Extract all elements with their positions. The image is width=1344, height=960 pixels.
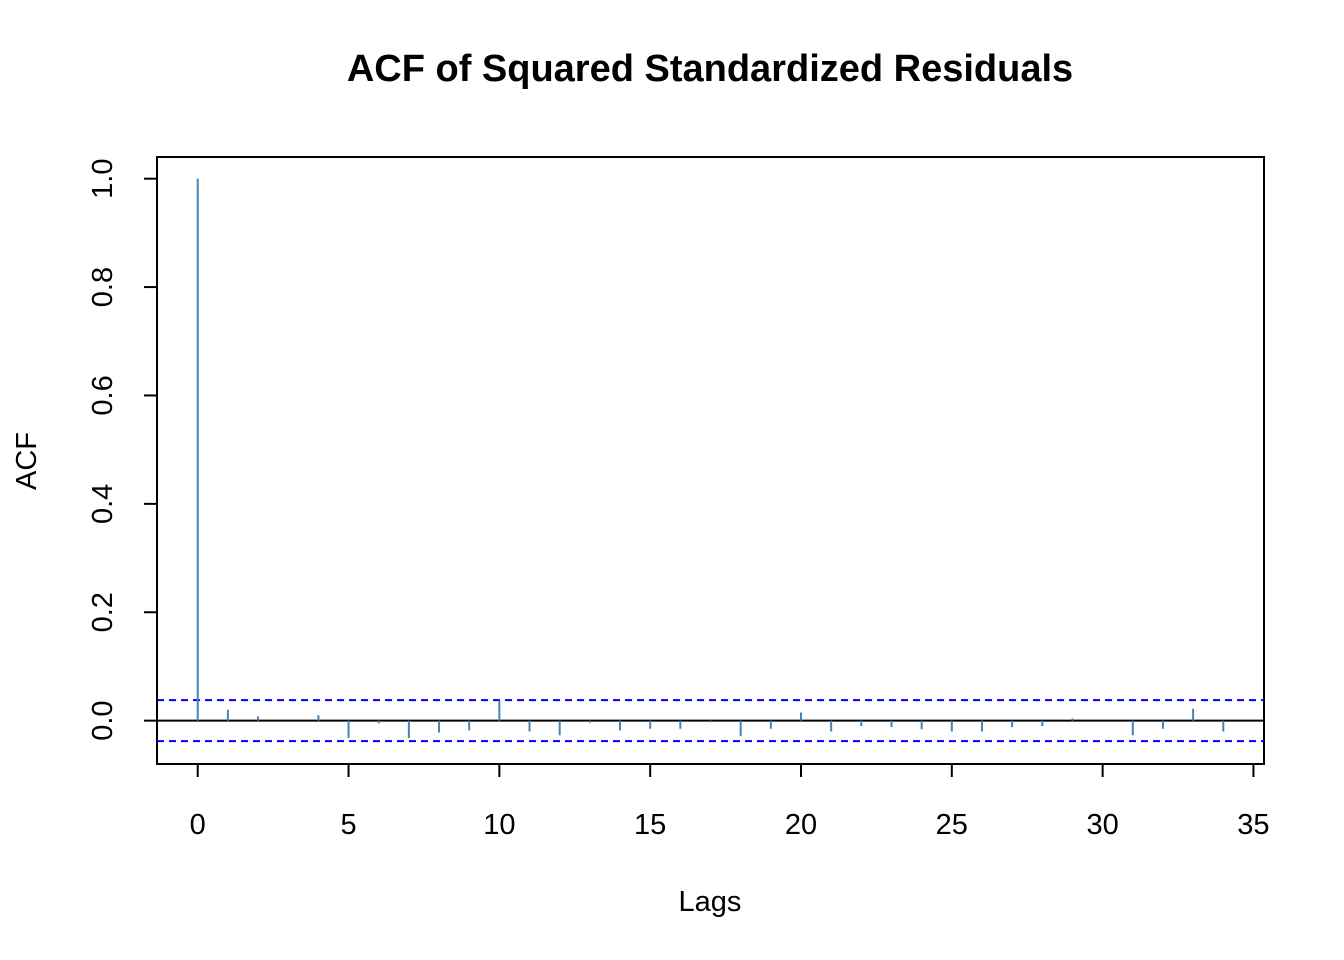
- chart-title: ACF of Squared Standardized Residuals: [347, 48, 1073, 90]
- x-tick-label: 15: [634, 809, 666, 841]
- y-tick-label: 1.0: [87, 159, 119, 199]
- x-tick-label: 30: [1086, 809, 1118, 841]
- y-tick-label: 0.8: [87, 267, 119, 307]
- x-tick-label: 25: [936, 809, 968, 841]
- x-tick-label: 0: [190, 809, 206, 841]
- x-tick-label: 20: [785, 809, 817, 841]
- y-tick-label: 0.6: [87, 375, 119, 415]
- plot-border: [156, 156, 1265, 765]
- x-axis-label: Lags: [679, 886, 742, 918]
- x-axis: 0 5 10 15 20 25 30 35: [190, 763, 1270, 841]
- y-tick-label: 0.2: [87, 592, 119, 632]
- x-tick-label: 35: [1237, 809, 1269, 841]
- x-tick-label: 10: [483, 809, 515, 841]
- y-axis-label: ACF: [11, 432, 43, 490]
- y-tick-label: 0.0: [87, 700, 119, 740]
- x-tick-label: 5: [340, 809, 356, 841]
- y-tick-label: 0.4: [87, 484, 119, 524]
- plot-area: [157, 178, 1264, 743]
- y-axis: 0.0 0.2 0.4 0.6 0.8 1.0: [87, 159, 158, 741]
